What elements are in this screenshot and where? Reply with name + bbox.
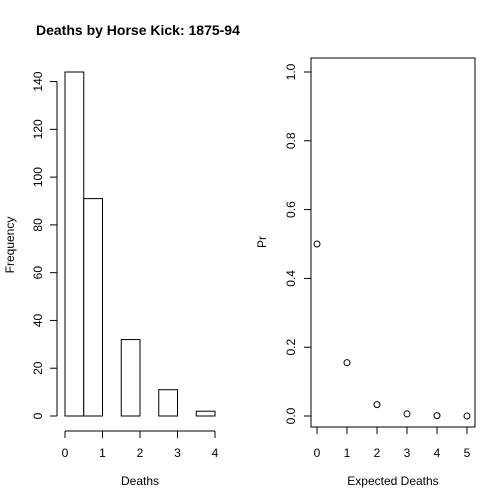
- histogram-y-tick-label-3: 60: [31, 266, 45, 280]
- scatter-points: [313, 240, 471, 420]
- histogram-bar-1: [83, 198, 103, 417]
- histogram-x-tick-label-3: 3: [174, 446, 181, 460]
- scatter-x-tick-label-3: 3: [404, 446, 411, 460]
- scatter-y-tick-label-0: 0.0: [284, 407, 298, 424]
- scatter-x-tick-label-0: 0: [314, 446, 321, 460]
- histogram-bar-2: [120, 339, 141, 417]
- histogram-x-tick-label-4: 4: [212, 446, 219, 460]
- histogram-y-tick-label-4: 80: [31, 218, 45, 232]
- histogram-title: Deaths by Horse Kick: 1875-94: [36, 22, 240, 38]
- scatter-x-tick-label-1: 1: [344, 446, 351, 460]
- scatter-x-tick-label-2: 2: [374, 446, 381, 460]
- histogram-y-tick-label-2: 40: [31, 313, 45, 327]
- scatter-point-3: [403, 410, 411, 418]
- histogram-x-tick-label-2: 2: [137, 446, 144, 460]
- scatter-y-tick-label-2: 0.4: [284, 270, 298, 287]
- histogram-y-tick-label-0: 0: [31, 412, 45, 419]
- scatter-point-5: [463, 412, 471, 420]
- scatter-y-tick-label-4: 0.8: [284, 132, 298, 149]
- scatter-y-tick-label-3: 0.6: [284, 201, 298, 218]
- scatter-x-tick-label-4: 4: [434, 446, 441, 460]
- scatter-point-4: [433, 412, 441, 420]
- histogram-y-tick-label-6: 120: [31, 119, 45, 139]
- histogram-x-axis: 0 1 2 3 4: [62, 430, 219, 460]
- histogram-panel: Deaths by Horse Kick: 1875-94 0 1 2 3 4 0 20 4…: [3, 22, 240, 488]
- scatter-y-label: Pr: [255, 236, 269, 248]
- histogram-bar-3: [158, 389, 178, 417]
- scatter-panel: 0 1 2 3 4 5 0.0 0.2 0.4 0.6 0.8 1.0 Expected Death…: [255, 57, 476, 488]
- scatter-point-0: [313, 240, 321, 248]
- scatter-x-axis: 0 1 2 3 4 5: [314, 427, 471, 460]
- histogram-bar-0: [64, 71, 85, 417]
- scatter-y-tick-label-5: 1.0: [284, 63, 298, 80]
- histogram-y-axis: 0 20 40 60 80 100 120 140: [31, 71, 58, 419]
- scatter-x-label: Expected Deaths: [347, 474, 438, 488]
- histogram-y-tick-label-1: 20: [31, 361, 45, 375]
- histogram-y-tick-label-7: 140: [31, 71, 45, 91]
- scatter-y-axis: 0.0 0.2 0.4 0.6 0.8 1.0: [284, 63, 311, 424]
- histogram-bar-4: [195, 410, 216, 417]
- scatter-plot-box: [310, 57, 476, 428]
- scatter-point-1: [343, 359, 351, 367]
- scatter-x-tick-label-5: 5: [464, 446, 471, 460]
- histogram-bars: [64, 71, 216, 417]
- histogram-x-tick-label-0: 0: [62, 446, 69, 460]
- scatter-point-2: [373, 401, 381, 409]
- histogram-x-label: Deaths: [121, 474, 159, 488]
- histogram-y-tick-label-5: 100: [31, 167, 45, 187]
- histogram-y-label: Frequency: [3, 217, 17, 274]
- scatter-y-tick-label-1: 0.2: [284, 339, 298, 356]
- histogram-x-tick-label-1: 1: [99, 446, 106, 460]
